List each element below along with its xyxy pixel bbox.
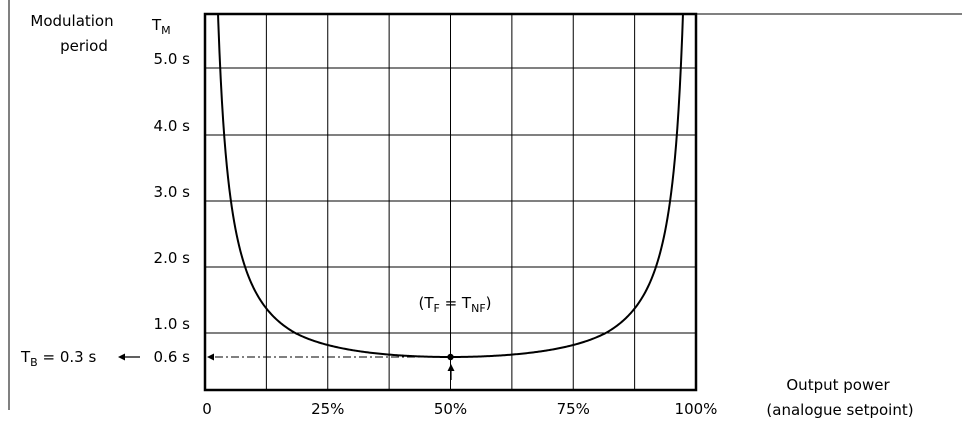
y-tick-label: 3.0 s: [154, 183, 191, 201]
ylabel-line-2: period: [60, 37, 108, 55]
y-tick-label: 2.0 s: [154, 249, 191, 267]
plot-border: [203, 12, 698, 392]
grid-lines: [205, 14, 696, 390]
xlabel-line-1: Output power: [786, 376, 890, 394]
y-tick-label: 1.0 s: [154, 315, 191, 333]
x-tick-label: 0: [202, 400, 212, 418]
tb-label: TB = 0.3 s: [20, 348, 96, 369]
xlabel-line-2: (analogue setpoint): [766, 401, 913, 419]
tb-arrow: [118, 353, 140, 361]
tick-labels: 0.6 s 1.0 s 2.0 s 3.0 s 4.0 s 5.0 s 0 25% 50% 75%…: [154, 50, 718, 418]
x-tick-label: 50%: [434, 400, 467, 418]
ylabel-line-1: Modulation: [30, 12, 113, 30]
y-tick-label: 5.0 s: [154, 50, 191, 68]
minimum-point: [447, 353, 454, 361]
minimum-up-arrow: [447, 364, 455, 380]
x-tick-label: 75%: [557, 400, 590, 418]
minimum-annotation: (TF = TNF): [418, 294, 491, 315]
minimum-leader-arrow: [207, 353, 447, 361]
x-tick-label: 100%: [675, 400, 718, 418]
x-tick-label: 25%: [311, 400, 344, 418]
curve-group: [217, 14, 684, 361]
y-tick-label: 0.6 s: [154, 348, 191, 366]
ylabel-symbol: TM: [151, 16, 171, 37]
y-tick-label: 4.0 s: [154, 117, 191, 135]
